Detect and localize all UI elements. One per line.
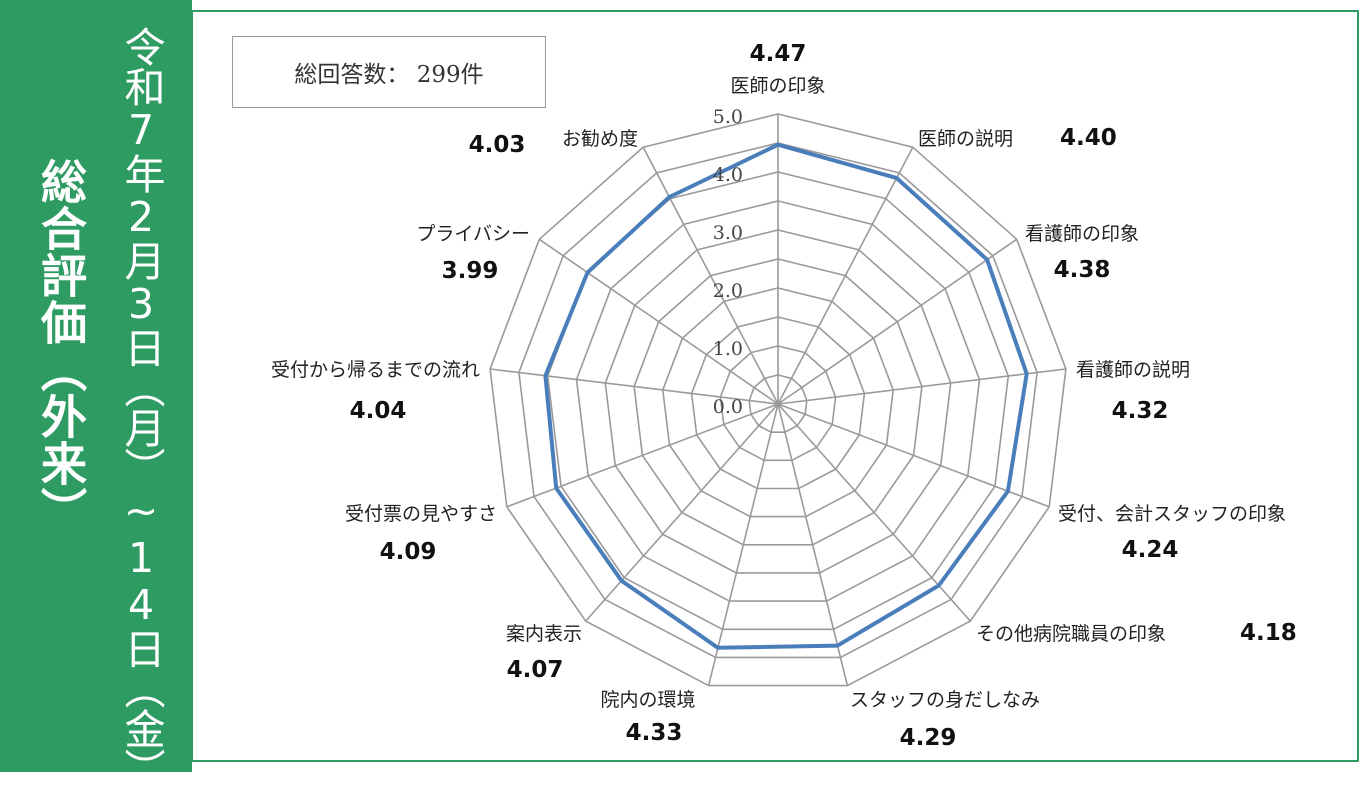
category-label: 医師の説明: [918, 128, 1013, 150]
category-label: 看護師の印象: [1025, 223, 1139, 245]
grid-ring: [518, 142, 1038, 659]
category-label: 受付から帰るまでの流れ: [271, 359, 480, 381]
grid-spoke: [777, 146, 914, 405]
data-label: 4.40: [1060, 125, 1117, 151]
data-label: 4.47: [750, 41, 807, 67]
data-label: 4.07: [507, 657, 564, 683]
grid-ring: [575, 200, 981, 602]
grid-spoke: [707, 403, 779, 686]
grid-ring: [489, 113, 1067, 687]
grid-spoke: [585, 403, 779, 622]
data-label: 4.33: [626, 720, 683, 746]
page-title: 総合評価（外来）: [34, 158, 88, 534]
grid-spoke: [777, 403, 1050, 508]
data-label: 4.24: [1122, 537, 1179, 563]
chart-frame: [191, 10, 1359, 762]
tick-label: 5.0: [713, 106, 743, 128]
axis-labels: 医師の印象 4.47 医師の説明 4.40 看護師の印象 4.38 看護師の説明 4.32 受付…: [271, 41, 1297, 751]
tick-label: 2.0: [713, 280, 743, 302]
category-label: その他病院職員の印象: [976, 623, 1166, 645]
grid-spoke: [777, 368, 1066, 405]
category-label: 医師の印象: [730, 75, 825, 97]
grid-spoke: [777, 238, 1018, 405]
sidebar-panel: [0, 0, 192, 772]
tick-label: 1.0: [713, 338, 743, 360]
grid-ring: [690, 316, 866, 490]
tick-label: 3.0: [713, 222, 743, 244]
survey-period: 令和7年2月3日（月）~14日（金）: [117, 26, 165, 788]
series-line: [543, 142, 1029, 650]
response-count-label: 総回答数：: [294, 62, 410, 88]
grid-spoke: [777, 403, 971, 622]
grid-spoke: [506, 403, 779, 508]
grid-spoke: [642, 146, 779, 405]
category-label: お勧め度: [562, 128, 638, 150]
category-label: 院内の環境: [600, 689, 695, 711]
grid-ring: [633, 258, 923, 546]
category-label: 受付票の見やすさ: [345, 503, 497, 525]
category-label: 看護師の説明: [1076, 359, 1190, 381]
response-count-value: 299件: [416, 62, 484, 88]
radar-series: [543, 142, 1029, 650]
response-count-box: 総回答数： 299件: [232, 36, 546, 108]
tick-label: 4.0: [713, 164, 743, 186]
category-label: 案内表示: [506, 623, 582, 645]
tick-label: 0.0: [713, 396, 743, 418]
data-label: 4.32: [1112, 398, 1169, 424]
grid-spoke: [777, 403, 849, 686]
category-label: プライバシー: [416, 223, 530, 245]
grid-ring: [661, 287, 895, 518]
data-label: 4.38: [1054, 257, 1111, 283]
grid-spoke: [538, 238, 779, 405]
grid-spoke: [490, 368, 779, 405]
data-label: 4.03: [469, 132, 526, 158]
data-label: 3.99: [442, 258, 499, 284]
data-label: 4.29: [900, 725, 957, 751]
grid-ring: [719, 345, 837, 462]
grid-ring: [604, 229, 952, 574]
category-label: 受付、会計スタッフの印象: [1058, 503, 1286, 525]
data-label: 4.04: [350, 398, 407, 424]
radar-chart: 0.0 1.0 2.0 3.0 4.0 5.0 医師の印象 4.47 医師の説明 4.40 看護師…: [271, 41, 1297, 751]
data-label: 4.09: [380, 539, 437, 565]
grid-ring: [748, 374, 808, 434]
radar-grid: [489, 113, 1067, 687]
radial-ticks: 0.0 1.0 2.0 3.0 4.0 5.0: [713, 106, 743, 418]
data-label: 4.18: [1240, 620, 1297, 646]
category-label: スタッフの身だしなみ: [850, 689, 1040, 711]
